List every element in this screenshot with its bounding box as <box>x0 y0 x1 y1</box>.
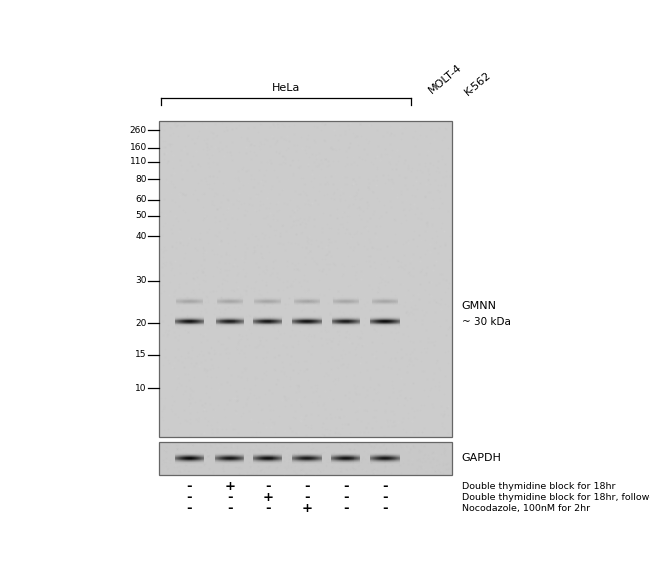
Text: 110: 110 <box>129 157 147 166</box>
Text: -: - <box>265 502 270 515</box>
Text: 20: 20 <box>135 319 147 328</box>
Text: 80: 80 <box>135 175 147 184</box>
Text: 260: 260 <box>129 126 147 135</box>
Text: -: - <box>382 502 388 515</box>
Text: -: - <box>227 502 233 515</box>
Bar <box>159 442 452 475</box>
Text: -: - <box>265 480 270 493</box>
Text: -: - <box>343 480 348 493</box>
Text: 30: 30 <box>135 276 147 285</box>
Text: -: - <box>187 480 192 493</box>
Text: 60: 60 <box>135 195 147 204</box>
Text: MOLT-4: MOLT-4 <box>426 62 463 96</box>
Text: -: - <box>343 491 348 504</box>
Text: -: - <box>187 502 192 515</box>
Text: 40: 40 <box>135 232 147 241</box>
Text: Double thymidine block for 18hr, followed by Serum Release for 8hr: Double thymidine block for 18hr, followe… <box>462 493 650 502</box>
Text: -: - <box>304 491 310 504</box>
Text: Double thymidine block for 18hr: Double thymidine block for 18hr <box>462 482 615 491</box>
Text: Nocodazole, 100nM for 2hr: Nocodazole, 100nM for 2hr <box>462 504 590 513</box>
Text: -: - <box>304 480 310 493</box>
Bar <box>159 121 452 437</box>
Text: K-562: K-562 <box>463 69 493 97</box>
Text: 50: 50 <box>135 211 147 220</box>
Text: +: + <box>262 491 273 504</box>
Text: 15: 15 <box>135 350 147 360</box>
Text: -: - <box>382 491 388 504</box>
Text: -: - <box>227 491 233 504</box>
Text: ~ 30 kDa: ~ 30 kDa <box>462 317 510 327</box>
Text: 10: 10 <box>135 384 147 393</box>
Text: -: - <box>187 491 192 504</box>
Text: -: - <box>343 502 348 515</box>
Text: +: + <box>224 480 235 493</box>
Text: HeLa: HeLa <box>272 83 300 93</box>
Text: GMNN: GMNN <box>462 301 497 311</box>
Text: 160: 160 <box>129 143 147 152</box>
Text: GAPDH: GAPDH <box>462 453 501 463</box>
Text: +: + <box>302 502 313 515</box>
Text: -: - <box>382 480 388 493</box>
